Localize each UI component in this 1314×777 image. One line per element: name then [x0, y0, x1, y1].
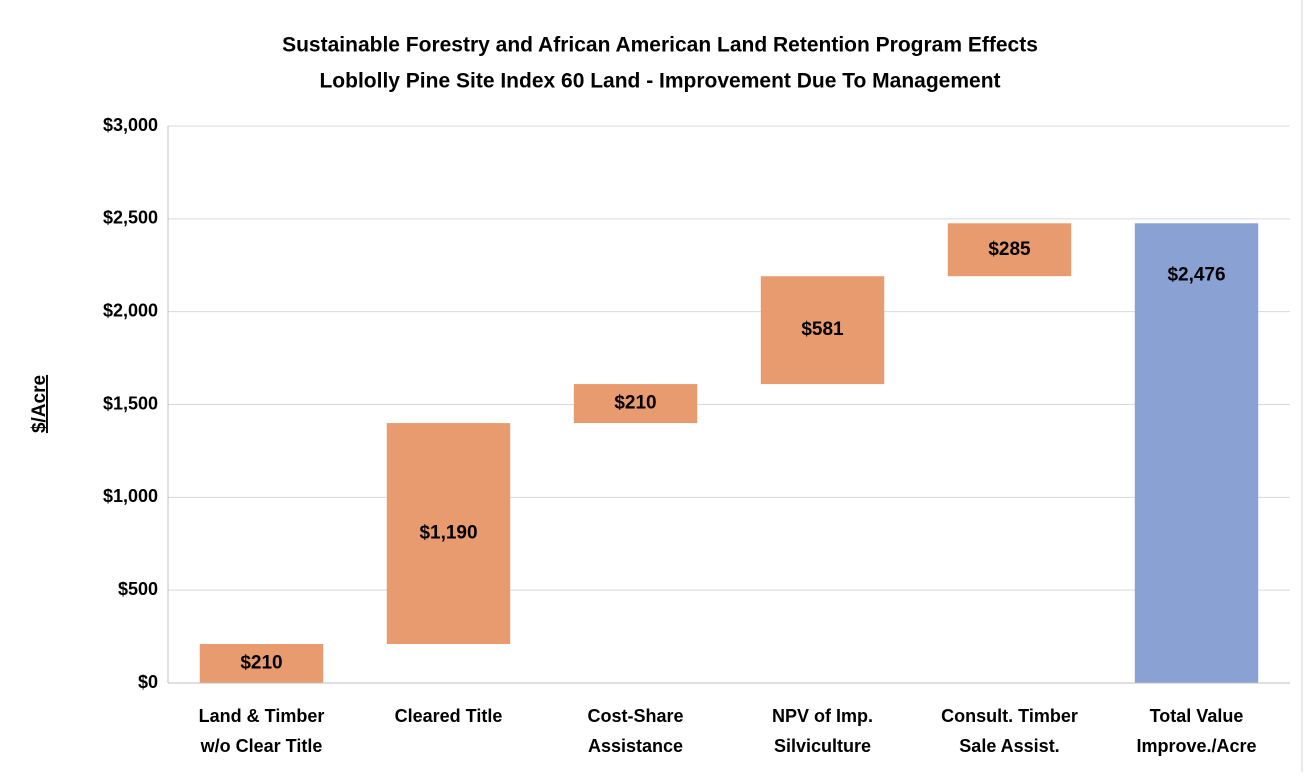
- y-tick-label: $2,500: [103, 208, 158, 228]
- x-tick-label: Silviculture: [774, 736, 871, 756]
- x-tick-label: Assistance: [588, 736, 683, 756]
- x-tick-label: Cleared Title: [395, 706, 503, 726]
- y-tick-label: $0: [138, 672, 158, 692]
- x-tick-label: Improve./Acre: [1136, 736, 1256, 756]
- x-tick-label: Consult. Timber: [941, 706, 1078, 726]
- x-tick-label: NPV of Imp.: [772, 706, 873, 726]
- y-tick-label: $1,500: [103, 393, 158, 413]
- bar: [1134, 223, 1259, 683]
- value-label: $210: [614, 393, 656, 414]
- x-tick-label: w/o Clear Title: [200, 736, 323, 756]
- bar: [573, 384, 698, 424]
- bar: [947, 223, 1072, 277]
- x-tick-label: Cost-Share: [587, 706, 683, 726]
- chart-title: Sustainable Forestry and African America…: [282, 34, 1038, 57]
- y-tick-label: $3,000: [103, 115, 158, 135]
- value-label: $2,476: [1167, 264, 1225, 285]
- y-axis-label: $/Acre: [29, 375, 50, 433]
- value-label: $1,190: [419, 523, 477, 544]
- value-label: $285: [988, 239, 1031, 260]
- x-tick-label: Sale Assist.: [959, 736, 1059, 756]
- chart-subtitle: Loblolly Pine Site Index 60 Land - Impro…: [319, 70, 1000, 93]
- value-label: $210: [240, 653, 282, 674]
- y-tick-label: $2,000: [103, 300, 158, 320]
- x-tick-label: Total Value: [1150, 706, 1244, 726]
- bar: [760, 276, 885, 385]
- x-tick-label: Land & Timber: [199, 706, 325, 726]
- bar: [386, 423, 511, 645]
- value-label: $581: [801, 319, 844, 340]
- y-tick-label: $500: [118, 579, 158, 599]
- bar: [199, 644, 324, 683]
- y-tick-label: $1,000: [103, 486, 158, 506]
